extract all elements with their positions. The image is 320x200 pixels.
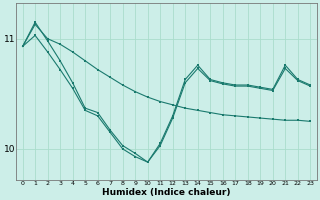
X-axis label: Humidex (Indice chaleur): Humidex (Indice chaleur)	[102, 188, 231, 197]
